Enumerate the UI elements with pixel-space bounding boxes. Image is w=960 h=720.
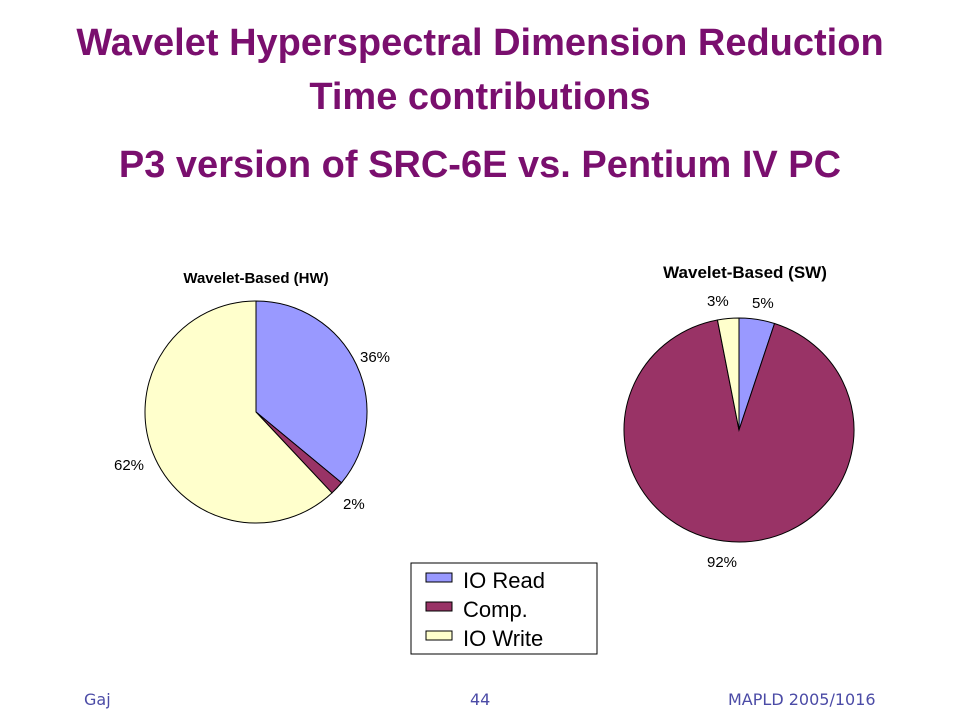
footer-page-number: 44 — [470, 690, 491, 709]
legend-label-io-write: IO Write — [463, 626, 543, 651]
legend-swatch-io-read — [425, 572, 453, 583]
hw-chart-title: Wavelet-Based (HW) — [183, 270, 328, 287]
hw-label-comp: 2% — [343, 496, 365, 513]
sw-label-io-read: 5% — [752, 295, 774, 312]
footer-author: Gaj — [84, 690, 111, 709]
slide-subtitle: P3 version of SRC-6E vs. Pentium IV PC — [118, 144, 842, 186]
sw-pie — [623, 317, 855, 543]
hw-pie — [144, 300, 368, 524]
slide-title-line1: Wavelet Hyperspectral Dimension Reductio… — [76, 22, 884, 64]
hw-slice-io-write — [144, 300, 333, 524]
footer-venue: MAPLD 2005/1016 — [728, 690, 876, 709]
legend-swatch-comp — [425, 601, 453, 612]
legend: IO Read Comp. IO Write — [410, 562, 598, 655]
legend-label-io-read: IO Read — [463, 568, 545, 593]
hw-label-io-write: 62% — [114, 457, 144, 474]
sw-label-comp: 92% — [707, 554, 737, 571]
hw-slice-io-read — [255, 300, 368, 484]
hw-label-io-read: 36% — [360, 349, 390, 366]
legend-swatch-io-write — [425, 630, 453, 641]
sw-slice-comp — [623, 319, 855, 543]
sw-slice-io-write — [716, 317, 740, 431]
sw-label-io-write: 3% — [707, 293, 729, 310]
sw-chart-title: Wavelet-Based (SW) — [663, 263, 827, 282]
slide-title-line2: Time contributions — [309, 76, 651, 118]
legend-label-comp: Comp. — [463, 597, 528, 622]
